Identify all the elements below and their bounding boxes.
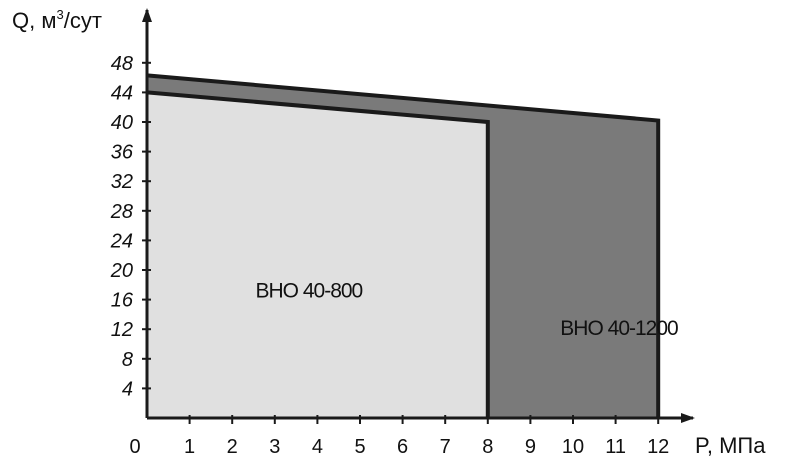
region-label-vno-40-800: ВНО 40-800 xyxy=(256,279,363,302)
x-tick-label: 12 xyxy=(647,436,669,458)
axes xyxy=(142,8,695,424)
regions xyxy=(146,73,661,419)
x-tick-label: 6 xyxy=(397,436,408,458)
region-label-vno-40-1200: ВНО 40-1200 xyxy=(560,317,678,340)
y-tick-label: 40 xyxy=(111,112,133,134)
y-tick-label: 20 xyxy=(110,260,133,282)
x-tick-label: 8 xyxy=(482,436,493,458)
x-tick-label: 4 xyxy=(312,436,323,458)
y-tick-label: 12 xyxy=(111,319,133,341)
y-tick-label: 8 xyxy=(122,349,133,371)
y-tick-label: 16 xyxy=(111,290,134,312)
y-tick-label: 24 xyxy=(110,230,133,252)
x-axis-title: P, МПа xyxy=(695,433,766,458)
region-vno-40-800 xyxy=(147,92,488,419)
x-tick-label: 9 xyxy=(525,436,536,458)
region-vno-40-1200-outline xyxy=(146,73,661,418)
x-tick-label: 0 xyxy=(129,436,140,458)
x-tick-label: 5 xyxy=(354,436,365,458)
x-tick-label: 11 xyxy=(605,436,626,458)
region-vno-40-800-outline xyxy=(146,90,490,418)
x-tick-label: 7 xyxy=(440,436,451,458)
y-tick-label: 36 xyxy=(111,142,134,164)
y-axis-title: Q, м3/сут xyxy=(12,7,102,33)
x-tick-label: 2 xyxy=(227,436,238,458)
x-tick-label: 1 xyxy=(184,436,195,458)
y-tick-label: 32 xyxy=(111,171,133,193)
y-tick-label: 44 xyxy=(111,82,133,104)
y-tick-label: 48 xyxy=(111,53,133,75)
x-tick-label: 3 xyxy=(269,436,280,458)
x-tick-label: 10 xyxy=(562,436,584,458)
y-tick-label: 28 xyxy=(110,201,133,223)
y-tick-label: 4 xyxy=(122,378,133,400)
